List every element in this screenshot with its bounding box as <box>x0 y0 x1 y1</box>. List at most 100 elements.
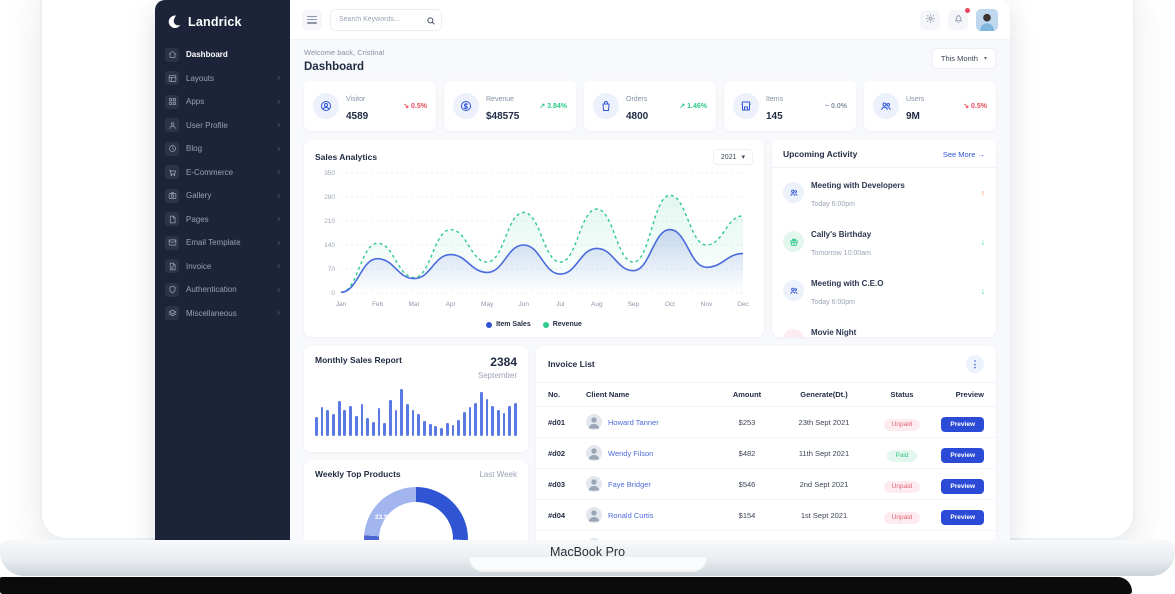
year-value: 2021 <box>720 153 737 161</box>
stat-label: Users <box>906 96 925 103</box>
column-header: Status <box>890 390 914 399</box>
svg-text:0: 0 <box>331 290 335 297</box>
legend-item: Item Sales <box>486 321 531 328</box>
activity-item[interactable]: Movie Night Today 6:00pm ↓ <box>783 315 985 337</box>
column-header: Amount <box>732 390 762 399</box>
monthly-sales-card: Monthly Sales Report 2384 September <box>304 346 528 452</box>
bar <box>491 406 495 436</box>
activity-item[interactable]: Meeting with C.E.O Today 6:00pm ↓ <box>783 266 985 315</box>
status-badge: Paid <box>887 449 917 462</box>
chevron-right-icon: › <box>277 237 280 247</box>
year-select[interactable]: 2021 ▾ <box>712 149 753 165</box>
status-badge: Unpaid <box>883 511 921 524</box>
sidebar-item-label: Authentication <box>186 285 237 295</box>
bar <box>349 406 352 436</box>
stat-label: Revenue <box>486 96 515 103</box>
invoice-menu-button[interactable]: ⋮ <box>966 355 984 373</box>
stat-value: $48575 <box>486 111 520 122</box>
stat-label: Visitor <box>346 96 366 103</box>
brand[interactable]: Landrick <box>165 12 280 43</box>
people-icon <box>783 182 804 203</box>
bar <box>417 414 421 436</box>
client-name-link[interactable]: Wendy Filson <box>608 448 654 458</box>
sidebar-item-label: E-Commerce <box>186 167 234 177</box>
activity-item[interactable]: Cally's Birthday Tomorrow 10:00am ↓ <box>783 217 985 266</box>
topbar <box>290 0 1010 40</box>
sidebar-item-blog[interactable]: Blog › <box>165 137 280 161</box>
invoice-amount: $482 <box>738 448 756 458</box>
see-more-link[interactable]: See More → <box>942 149 985 159</box>
sidebar-item-user-profile[interactable]: User Profile › <box>165 114 280 138</box>
sidebar-item-dashboard[interactable]: Dashboard <box>165 43 280 67</box>
home-icon <box>165 47 179 62</box>
preview-button[interactable]: Preview <box>941 509 984 525</box>
svg-text:Sep: Sep <box>628 301 640 308</box>
settings-button[interactable] <box>920 9 940 30</box>
notification-dot <box>965 7 970 13</box>
menu-toggle-button[interactable] <box>302 9 322 30</box>
client-name-link[interactable]: Faye Bridger <box>608 479 651 489</box>
legend-item: Revenue <box>542 321 582 328</box>
preview-button[interactable]: Preview <box>941 478 984 494</box>
preview-button[interactable]: Preview <box>941 416 984 432</box>
chevron-right-icon: › <box>277 73 280 83</box>
invoice-date: 1st Sept 2021 <box>800 510 848 520</box>
stat-value: 4589 <box>346 111 369 122</box>
chevron-right-icon: › <box>277 120 280 130</box>
camera-icon <box>165 188 179 203</box>
stat-card-orders: Orders 4800 ↗ 1.46% <box>584 81 716 131</box>
bell-icon <box>953 12 964 27</box>
stat-card-users: Users 9M ↘ 0.5% <box>864 81 996 131</box>
invoice-number: #d02 <box>548 448 566 458</box>
stat-value: 145 <box>766 111 783 122</box>
bar <box>337 401 341 436</box>
orders-icon <box>593 93 619 119</box>
invoice-date: 23th Sept 2021 <box>798 417 850 427</box>
svg-text:350: 350 <box>324 170 335 177</box>
sidebar-item-e-commerce[interactable]: E-Commerce › <box>165 161 280 185</box>
bar <box>457 420 460 436</box>
sidebar-item-label: Invoice <box>186 261 212 271</box>
invoice-number: #d01 <box>548 417 566 427</box>
period-select[interactable]: This Month ▾ <box>931 48 996 69</box>
upcoming-activity-title: Upcoming Activity <box>783 149 858 159</box>
table-row: #d03 Faye Bridger $546 2nd Sept 2021 Unp… <box>536 469 996 500</box>
sidebar-item-pages[interactable]: Pages › <box>165 208 280 232</box>
welcome-text: Welcome back, Cristina! <box>304 48 385 57</box>
sidebar-item-label: Blog <box>186 144 203 154</box>
sidebar-item-label: Dashboard <box>186 50 228 60</box>
hamburger-icon <box>307 15 317 24</box>
bar <box>366 418 369 436</box>
upcoming-activity-card: Upcoming Activity See More → Meeting wit… <box>772 140 996 337</box>
sidebar-item-invoice[interactable]: Invoice › <box>165 255 280 279</box>
activity-time: Today 6:00pm <box>811 298 855 306</box>
dashboard-window: Landrick Dashboard Layouts › Apps › User P… <box>155 0 1010 553</box>
layout-icon <box>165 71 179 86</box>
sidebar-item-authentication[interactable]: Authentication › <box>165 278 280 302</box>
stat-card-revenue: Revenue $48575 ↗ 3.84% <box>444 81 576 131</box>
sidebar-item-miscellaneous[interactable]: Miscellaneous › <box>165 302 280 326</box>
svg-text:210: 210 <box>324 218 335 225</box>
sidebar: Landrick Dashboard Layouts › Apps › User P… <box>155 0 290 553</box>
search-icon <box>426 13 436 25</box>
user-avatar[interactable] <box>976 8 998 31</box>
sidebar-item-label: Miscellaneous <box>186 308 237 318</box>
sidebar-item-email-template[interactable]: Email Template › <box>165 231 280 255</box>
bar <box>332 414 335 436</box>
client-name-link[interactable]: Howard Tanner <box>608 417 659 427</box>
bar <box>468 407 472 436</box>
notifications-button[interactable] <box>948 7 970 30</box>
search-input[interactable] <box>330 8 442 31</box>
activity-item[interactable]: Meeting with Developers Today 6:00pm ↑ <box>783 168 985 217</box>
svg-text:Jun: Jun <box>518 301 529 308</box>
sidebar-item-layouts[interactable]: Layouts › <box>165 67 280 91</box>
monthly-sales-month: September <box>477 371 517 380</box>
sidebar-item-gallery[interactable]: Gallery › <box>165 184 280 208</box>
preview-button[interactable]: Preview <box>941 447 984 463</box>
stat-label: Orders <box>626 96 648 103</box>
stat-trend: ↘ 0.5% <box>403 103 427 110</box>
client-name-link[interactable]: Ronald Curtis <box>608 510 654 520</box>
sidebar-item-apps[interactable]: Apps › <box>165 90 280 114</box>
charts-row: Sales Analytics 2021 ▾ 0 70 140 210 280 350 Ja… <box>304 140 996 337</box>
